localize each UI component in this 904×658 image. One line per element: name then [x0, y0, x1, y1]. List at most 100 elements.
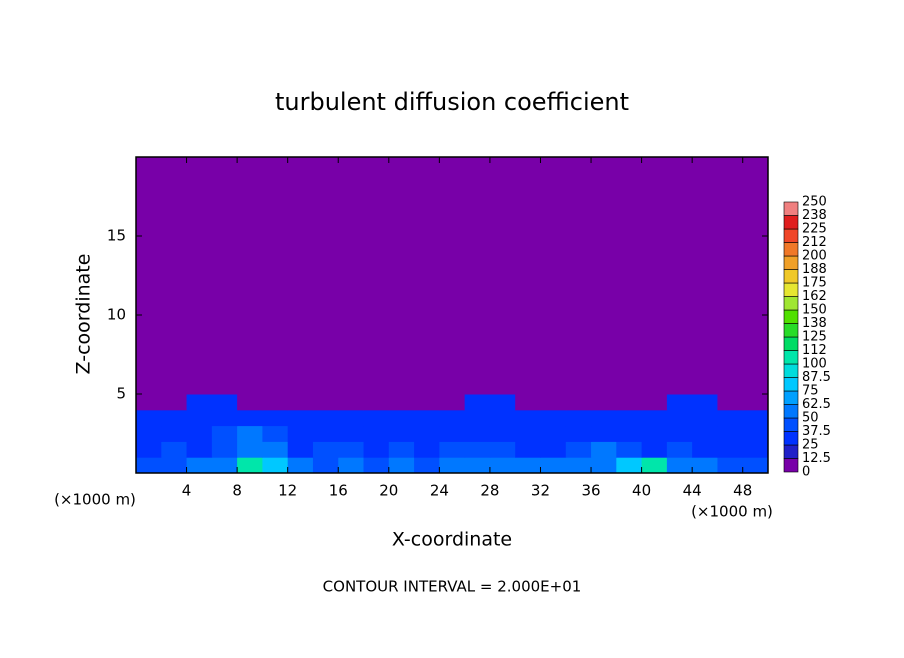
colorbar-swatch — [783, 417, 799, 432]
cell — [616, 409, 643, 427]
cell — [414, 157, 440, 395]
cell — [489, 457, 516, 474]
cell — [186, 425, 213, 442]
cell — [237, 157, 263, 395]
cell — [565, 157, 592, 395]
y-tick-label: 15 — [107, 227, 126, 245]
colorbar-swatch — [783, 309, 799, 324]
cell — [287, 394, 314, 411]
cell — [338, 441, 365, 458]
cell — [136, 425, 162, 442]
x-tick-label: 20 — [379, 482, 398, 500]
cell — [591, 394, 617, 411]
cell — [287, 425, 314, 442]
cell — [186, 409, 213, 427]
cell — [742, 441, 769, 458]
colorbar-swatch — [783, 444, 799, 459]
cell — [262, 394, 289, 411]
cell — [136, 441, 162, 458]
cell — [489, 425, 516, 442]
cell — [161, 394, 188, 411]
colorbar-swatch — [783, 228, 799, 243]
cell — [439, 157, 466, 395]
cell — [312, 157, 339, 395]
cell — [414, 441, 440, 458]
cell — [717, 441, 744, 458]
cell — [616, 157, 643, 395]
cell — [161, 409, 188, 427]
cell — [262, 425, 289, 442]
x-tick-label: 24 — [430, 482, 449, 500]
cell — [591, 425, 617, 442]
colorbar-label: 212 — [802, 235, 827, 250]
cell — [565, 409, 592, 427]
cell — [363, 409, 390, 427]
cell — [262, 409, 289, 427]
cell — [515, 409, 541, 427]
colorbar-label: 138 — [802, 316, 827, 331]
cell — [489, 394, 516, 411]
cell — [262, 441, 289, 458]
cell — [616, 394, 643, 411]
cell — [363, 157, 390, 395]
cell — [616, 457, 643, 474]
colorbar-swatch — [783, 323, 799, 338]
cell — [211, 457, 238, 474]
cell — [363, 457, 390, 474]
cell — [262, 157, 289, 395]
cell — [363, 425, 390, 442]
colorbar-swatch — [783, 336, 799, 351]
cell — [338, 157, 365, 395]
x-unit-label: (×1000 m) — [691, 503, 773, 521]
y-axis-label: Z-coordinate — [73, 254, 95, 375]
cell — [414, 425, 440, 442]
cell — [211, 394, 238, 411]
cell — [287, 441, 314, 458]
colorbar-label: 50 — [802, 411, 819, 426]
cell — [540, 409, 567, 427]
cell — [515, 394, 541, 411]
cell — [515, 441, 541, 458]
colorbar-swatch — [783, 431, 799, 446]
x-tick-label: 16 — [329, 482, 348, 500]
cell — [287, 457, 314, 474]
cell — [136, 409, 162, 427]
x-tick-label: 36 — [581, 482, 600, 500]
cell — [666, 409, 693, 427]
cell — [717, 394, 744, 411]
colorbar-swatch — [783, 242, 799, 257]
cell — [464, 457, 491, 474]
colorbar-label: 238 — [802, 208, 827, 223]
colorbar-label: 125 — [802, 330, 827, 345]
footer: CONTOUR INTERVAL = 2.000E+01 — [323, 578, 582, 596]
cell — [186, 457, 213, 474]
colorbar-swatch — [783, 201, 799, 216]
cell — [439, 425, 466, 442]
colorbar-swatch — [783, 377, 799, 392]
cell — [540, 441, 567, 458]
cell — [388, 157, 415, 395]
cell — [489, 409, 516, 427]
cell — [641, 157, 668, 395]
cell — [211, 409, 238, 427]
cell — [717, 457, 744, 474]
cell — [464, 394, 491, 411]
cell — [161, 157, 188, 395]
cell — [692, 425, 718, 442]
cell — [666, 441, 693, 458]
x-axis-label: X-coordinate — [392, 529, 512, 551]
cell — [540, 157, 567, 395]
cell — [742, 457, 769, 474]
colorbar-swatch — [783, 296, 799, 311]
cell — [211, 425, 238, 442]
colorbar-swatch — [783, 458, 799, 473]
cell — [237, 394, 263, 411]
cell — [641, 394, 668, 411]
cell — [338, 425, 365, 442]
cell — [312, 441, 339, 458]
x-tick-label: 28 — [480, 482, 499, 500]
cell — [515, 457, 541, 474]
cell — [616, 441, 643, 458]
cell — [237, 441, 263, 458]
cell — [565, 425, 592, 442]
